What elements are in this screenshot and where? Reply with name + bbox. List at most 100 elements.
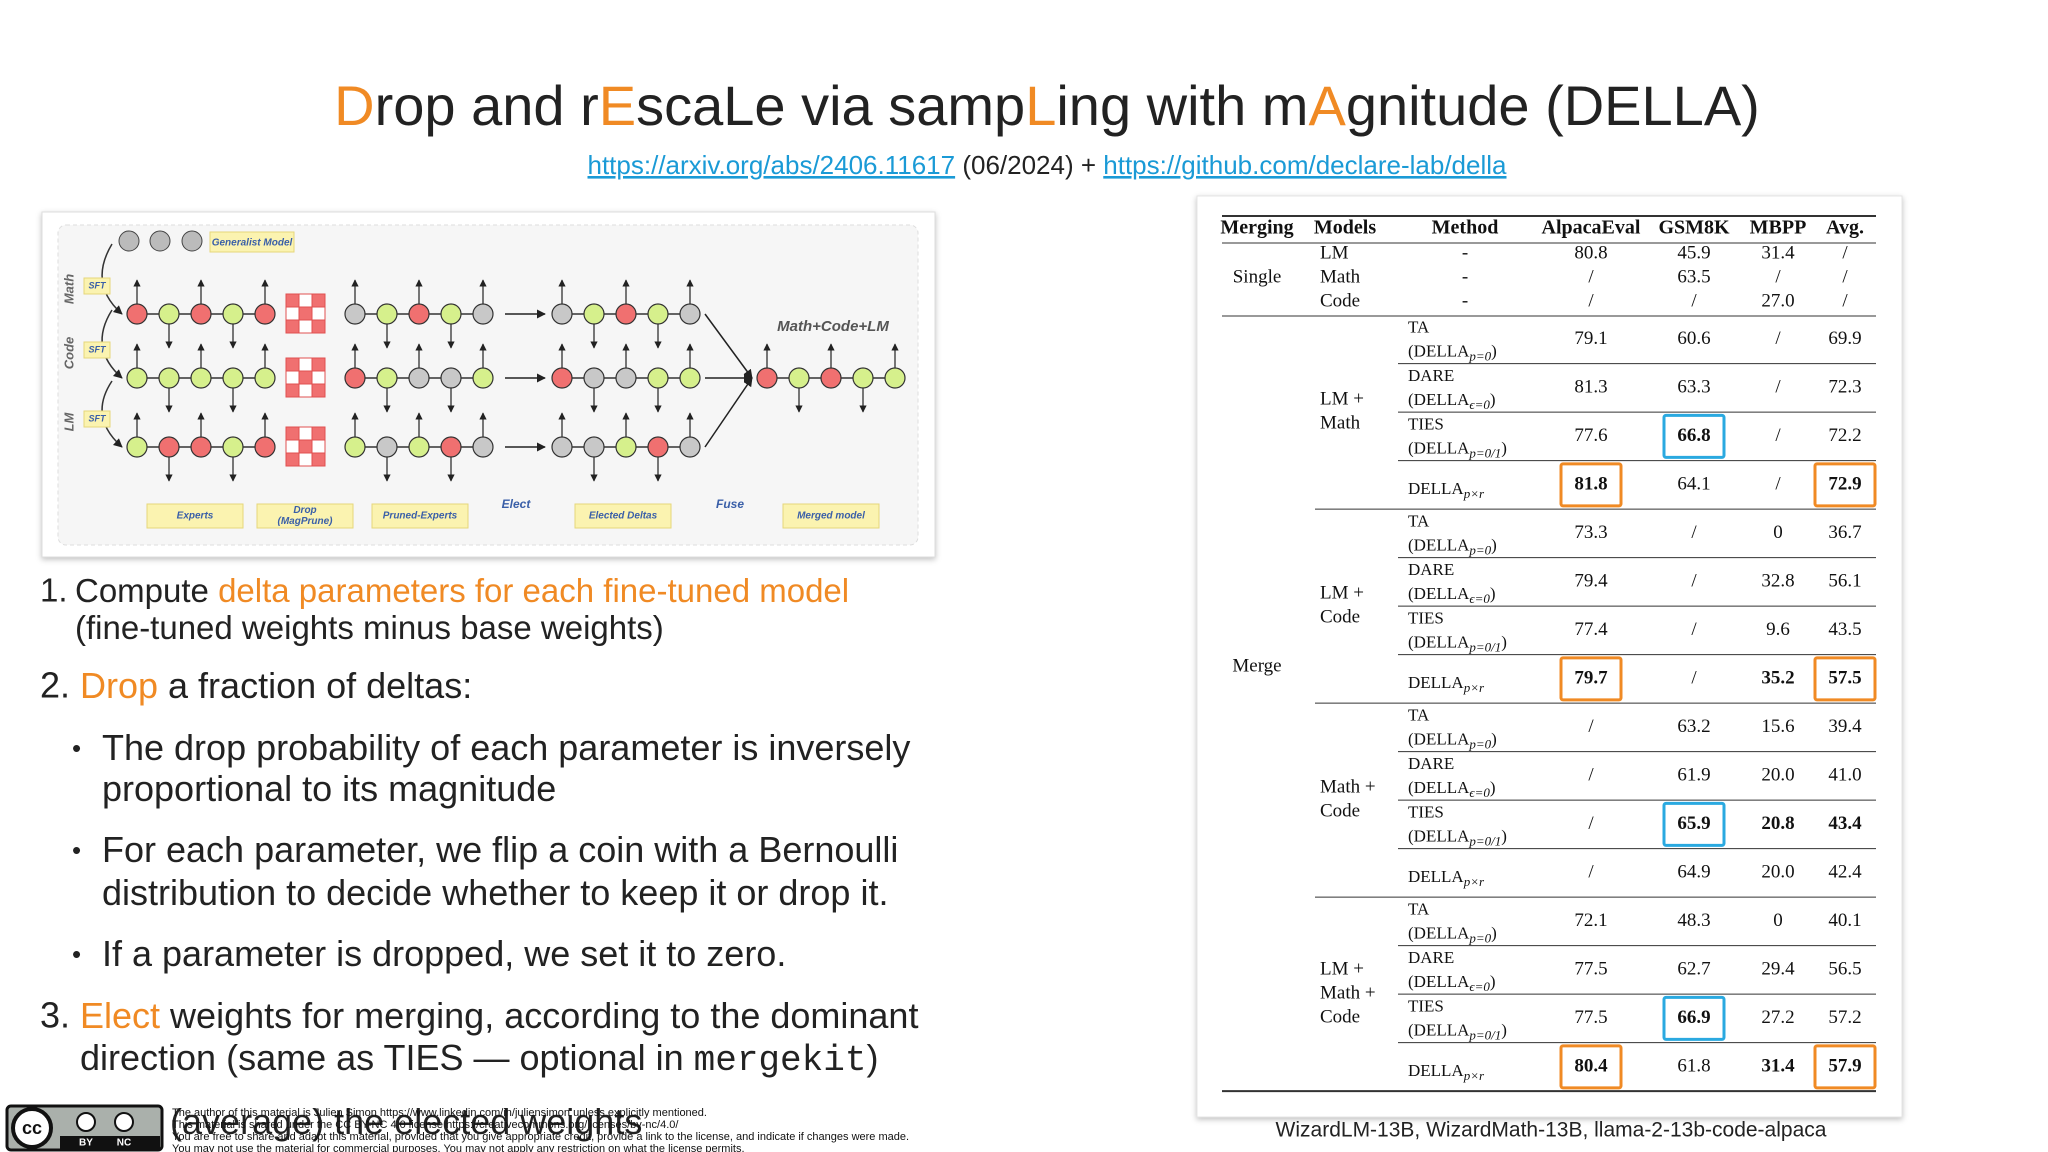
table-cell: 64.1	[1677, 473, 1710, 494]
mask-cell	[285, 319, 300, 334]
table-cell: 20.8	[1761, 813, 1794, 834]
table-cell: 9.6	[1766, 619, 1790, 640]
table-cell: 73.3	[1574, 522, 1607, 543]
table-cell: 27.2	[1761, 1007, 1794, 1028]
text-segment: proportional to its magnitude	[102, 768, 556, 809]
stage-label: (MagPrune)	[278, 516, 334, 527]
table-cell: 81.3	[1574, 376, 1607, 397]
mask-cell	[311, 370, 326, 385]
model-name: LM +	[1320, 389, 1364, 410]
model-name: LM +	[1320, 583, 1364, 604]
table-cell: 43.5	[1828, 619, 1861, 640]
table-cell: 60.6	[1677, 328, 1710, 349]
param-node	[222, 303, 244, 325]
table-cell: 66.9	[1677, 1007, 1710, 1028]
license-line: This material is shared under the CC BY-…	[172, 1119, 679, 1131]
mask-cell	[285, 306, 300, 321]
method-base: DELLA	[1408, 673, 1464, 692]
table-cell: 31.4	[1761, 1055, 1795, 1076]
mask-cell	[285, 293, 300, 308]
step-marker: •	[72, 733, 81, 763]
method-variant: DELLAp×r	[1408, 479, 1485, 501]
sft-box	[83, 410, 111, 428]
column-header: Method	[1432, 217, 1499, 239]
table-cell: /	[1775, 328, 1781, 349]
license-line: The author of this material is Julien Si…	[172, 1107, 707, 1119]
highlight-box	[1662, 801, 1726, 847]
table-cell: 65.9	[1677, 813, 1710, 834]
table-cell: 0	[1773, 910, 1783, 931]
method-base: DELLA	[1408, 1061, 1464, 1080]
table-cell: /	[1588, 290, 1594, 311]
table-cell: 41.0	[1828, 764, 1861, 785]
model-name: LM	[1320, 242, 1349, 263]
table-cell: /	[1775, 376, 1781, 397]
link: https://github.com/declare-lab/della	[1103, 150, 1507, 180]
param-node	[158, 303, 180, 325]
method-base: (DELLA	[1408, 390, 1470, 409]
method-sub: p×r	[1463, 680, 1485, 695]
method-name: DARE	[1408, 754, 1454, 773]
table-cell: 66.8	[1677, 425, 1710, 446]
method-base: (DELLA	[1408, 535, 1470, 554]
column-header: AlpacaEval	[1542, 217, 1641, 239]
text-segment: (fine-tuned weights minus base weights)	[75, 609, 664, 646]
mask-cell	[285, 370, 300, 385]
table-cell: /	[1691, 290, 1697, 311]
table-cell: 69.9	[1828, 328, 1861, 349]
table-cell: 39.4	[1828, 716, 1862, 737]
highlight-box	[1813, 656, 1877, 702]
method-variant: (DELLAp=0/1)	[1408, 438, 1507, 460]
method-sub: p=0	[1468, 930, 1491, 945]
table-cell: 36.7	[1828, 522, 1861, 543]
operation-label: Fuse	[716, 497, 744, 511]
method-end: )	[1491, 729, 1497, 748]
title: Drop and rEscaLe via sampLing with mAgni…	[334, 74, 1760, 137]
param-node	[647, 303, 669, 325]
table-cell: 77.6	[1574, 425, 1607, 446]
method-base: (DELLA	[1408, 584, 1470, 603]
mask-cell	[298, 426, 313, 441]
mask-cell	[298, 357, 313, 372]
table-cell: 57.2	[1828, 1007, 1861, 1028]
param-node	[615, 436, 637, 458]
column-header: Merging	[1220, 217, 1293, 239]
stage-label: Elected Deltas	[589, 511, 658, 522]
merging-label: Single	[1233, 266, 1282, 287]
method-variant: DELLAp×r	[1408, 867, 1485, 889]
method-name: TA	[1408, 317, 1430, 336]
table-cell: 81.8	[1574, 473, 1607, 494]
sft-label: SFT	[89, 413, 108, 423]
model-name: Math +	[1320, 777, 1376, 798]
source-links: https://arxiv.org/abs/2406.11617 (06/202…	[588, 150, 1508, 180]
domain-label: LM	[61, 411, 76, 431]
table-cell: 64.9	[1677, 861, 1710, 882]
method-base: DELLA	[1408, 867, 1464, 886]
method-base: (DELLA	[1408, 341, 1470, 360]
table-cell: 56.5	[1828, 958, 1861, 979]
method-base: DELLA	[1408, 479, 1464, 498]
stage-label: Merged model	[797, 511, 865, 522]
text-segment: rop and r	[375, 74, 599, 137]
mask-cell	[298, 383, 313, 398]
step-marker: 2.	[40, 665, 70, 706]
text-segment: Compute	[75, 572, 218, 609]
text-segment: scaLe via samp	[636, 74, 1025, 137]
method-base: (DELLA	[1408, 438, 1470, 457]
param-node	[647, 436, 669, 458]
stage-label: Experts	[177, 511, 214, 522]
method-sub: p=0/1	[1468, 1027, 1501, 1042]
mask-cell	[311, 452, 326, 467]
method-base: (DELLA	[1408, 923, 1470, 942]
method-sub: p=0	[1468, 736, 1491, 751]
method-variant: (DELLAp=0)	[1408, 535, 1497, 557]
method-end: )	[1490, 778, 1496, 797]
table-cell: 31.4	[1761, 242, 1795, 263]
sft-box	[83, 341, 111, 359]
method-end: )	[1501, 632, 1507, 651]
table-cell: 77.5	[1574, 958, 1607, 979]
step-line: For each parameter, we flip a coin with …	[102, 829, 898, 870]
method-base: (DELLA	[1408, 1020, 1470, 1039]
column-header: Models	[1314, 217, 1376, 239]
